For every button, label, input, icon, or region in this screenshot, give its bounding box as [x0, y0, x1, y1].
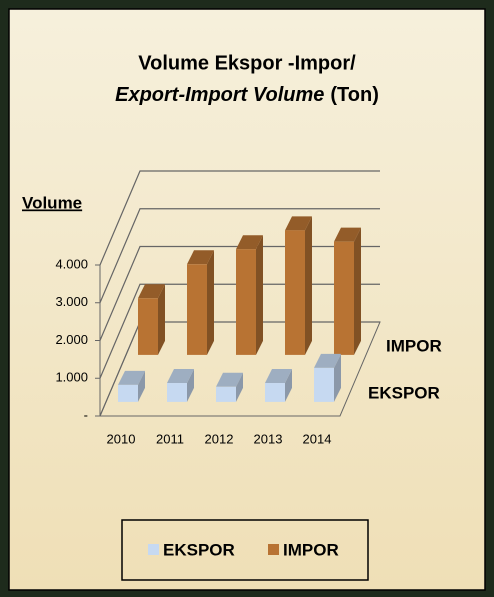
bar	[265, 383, 285, 402]
bar	[285, 230, 305, 355]
bar	[216, 386, 236, 402]
x-tick-label: 2011	[156, 431, 184, 446]
bar-side	[285, 369, 292, 402]
bar	[118, 384, 138, 402]
grid-line	[99, 208, 380, 303]
bar-top	[285, 216, 312, 231]
chart-title: Export-Import Volume (Ton)	[115, 84, 379, 106]
bar	[167, 383, 187, 402]
bar-top	[265, 369, 292, 384]
bar-side	[158, 284, 165, 355]
bar	[138, 298, 158, 355]
bar-side	[187, 369, 194, 402]
chart-title: Volume Ekspor -Impor/	[138, 52, 356, 74]
bar	[334, 241, 354, 355]
bar	[236, 249, 256, 355]
depth-label: IMPOR	[386, 336, 442, 355]
grid-line	[99, 170, 380, 266]
legend-swatch	[268, 544, 279, 555]
bar-side	[354, 227, 361, 355]
bar-top	[236, 235, 263, 250]
bar-top	[216, 372, 243, 387]
bar-side	[207, 250, 214, 355]
bar-top	[314, 353, 341, 368]
legend-label: IMPOR	[283, 540, 339, 559]
x-tick-label: 2012	[205, 431, 234, 446]
legend-box	[121, 519, 369, 581]
y-tick-label: 2.000	[55, 332, 88, 347]
y-tick-label: -	[84, 407, 88, 422]
bar-top	[187, 250, 214, 265]
depth-label: EKSPOR	[368, 383, 440, 402]
y-axis-label: Volume	[22, 193, 82, 212]
x-tick-label: 2014	[303, 431, 332, 446]
chart-title: (Ton)	[330, 84, 379, 106]
x-tick-label: 2013	[254, 431, 283, 446]
bar-top	[167, 369, 194, 384]
bar-side	[305, 216, 312, 355]
x-tick-label: 2010	[107, 431, 136, 446]
bar-side	[236, 372, 243, 402]
bar-top	[334, 227, 361, 242]
y-tick-label: 4.000	[55, 256, 88, 271]
bar-top	[118, 370, 145, 385]
bar-side	[334, 353, 341, 402]
legend-label: EKSPOR	[163, 540, 235, 559]
legend-swatch	[148, 544, 159, 555]
bar	[314, 367, 334, 402]
bar-top	[138, 284, 165, 299]
bar-side	[256, 235, 263, 355]
bar-side	[138, 370, 145, 402]
y-tick-label: 1.000	[55, 370, 88, 385]
bar	[187, 264, 207, 355]
chart-title: Export-Import Volume	[115, 84, 324, 106]
y-tick-label: 3.000	[55, 294, 88, 309]
